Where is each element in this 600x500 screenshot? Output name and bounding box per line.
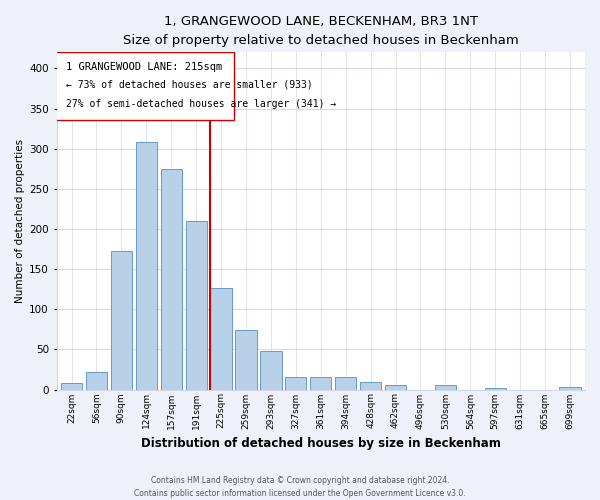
Bar <box>485 388 506 390</box>
Title: 1, GRANGEWOOD LANE, BECKENHAM, BR3 1NT
Size of property relative to detached hou: 1, GRANGEWOOD LANE, BECKENHAM, BR3 1NT S… <box>123 15 518 47</box>
FancyBboxPatch shape <box>55 52 233 120</box>
Bar <box>111 250 132 390</box>
Bar <box>211 288 232 390</box>
Bar <box>435 386 456 390</box>
Bar <box>285 376 307 390</box>
Bar <box>559 387 581 390</box>
Text: 1 GRANGEWOOD LANE: 215sqm: 1 GRANGEWOOD LANE: 215sqm <box>66 62 223 72</box>
Text: Contains HM Land Registry data © Crown copyright and database right 2024.
Contai: Contains HM Land Registry data © Crown c… <box>134 476 466 498</box>
Bar <box>260 351 281 390</box>
Bar <box>185 221 207 390</box>
Bar <box>310 378 331 390</box>
Bar <box>136 142 157 390</box>
Bar <box>86 372 107 390</box>
Bar <box>161 168 182 390</box>
Bar <box>235 330 257 390</box>
Text: 27% of semi-detached houses are larger (341) →: 27% of semi-detached houses are larger (… <box>66 99 336 109</box>
Bar <box>61 383 82 390</box>
Bar <box>335 378 356 390</box>
Bar <box>360 382 381 390</box>
Y-axis label: Number of detached properties: Number of detached properties <box>15 139 25 303</box>
X-axis label: Distribution of detached houses by size in Beckenham: Distribution of detached houses by size … <box>141 437 501 450</box>
Bar <box>385 386 406 390</box>
Text: ← 73% of detached houses are smaller (933): ← 73% of detached houses are smaller (93… <box>66 80 313 90</box>
